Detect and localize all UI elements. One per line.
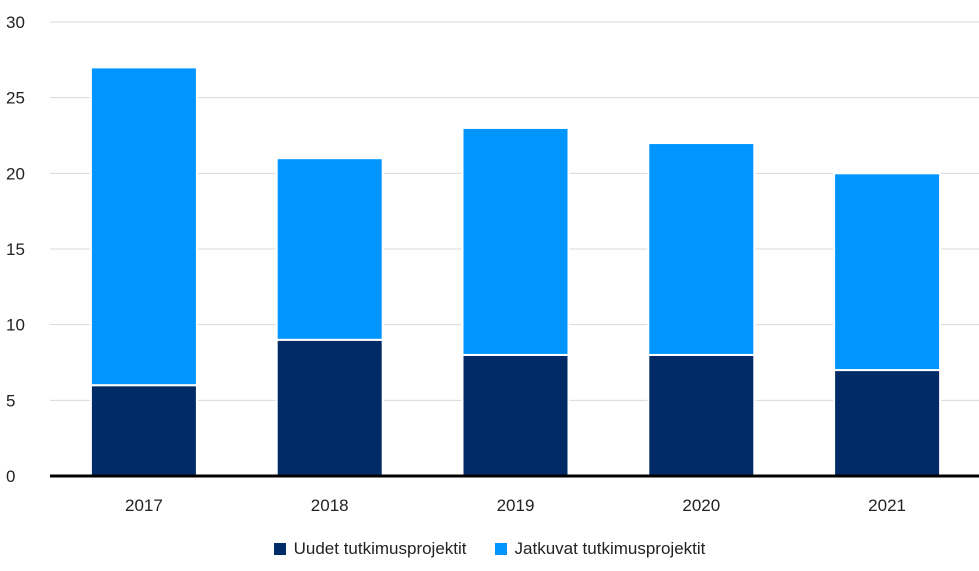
x-tick-label: 2020 — [682, 496, 720, 515]
bar-segment-uudet-2017 — [89, 384, 198, 478]
legend-item-jatkuvat: Jatkuvat tutkimusprojektit — [494, 539, 706, 559]
y-tick-label: 0 — [6, 467, 15, 486]
y-tick-label: 15 — [6, 240, 25, 259]
bar-segment-jatkuvat-2020 — [647, 142, 756, 356]
legend-label-uudet: Uudet tutkimusprojektit — [293, 539, 467, 558]
y-tick-label: 10 — [6, 316, 25, 335]
bar-segment-jatkuvat-2021 — [833, 172, 942, 372]
bar-segment-jatkuvat-2018 — [275, 157, 384, 341]
y-axis-ticks: 0 5 10 15 20 25 30 — [6, 13, 25, 486]
x-tick-label: 2017 — [125, 496, 163, 515]
bar-segment-jatkuvat-2019 — [461, 126, 570, 356]
legend-swatch-jatkuvat — [494, 543, 507, 555]
bar-segment-uudet-2019 — [461, 353, 570, 477]
y-tick-label: 5 — [6, 391, 15, 410]
x-tick-label: 2018 — [311, 496, 349, 515]
y-tick-label: 20 — [6, 164, 25, 183]
bar-segment-uudet-2021 — [833, 369, 942, 478]
x-tick-label: 2021 — [868, 496, 906, 515]
legend: Uudet tutkimusprojektit Jatkuvat tutkimu… — [0, 539, 979, 559]
legend-label-jatkuvat: Jatkuvat tutkimusprojektit — [514, 539, 706, 558]
x-axis-ticks: 2017 2018 2019 2020 2021 — [125, 496, 906, 515]
legend-swatch-uudet — [273, 543, 286, 555]
legend-item-uudet: Uudet tutkimusprojektit — [273, 539, 467, 559]
x-tick-label: 2019 — [497, 496, 535, 515]
y-tick-label: 25 — [6, 89, 25, 108]
y-tick-label: 30 — [6, 13, 25, 32]
bar-segment-uudet-2020 — [647, 353, 756, 477]
bar-segment-jatkuvat-2017 — [89, 66, 198, 387]
bar-segment-uudet-2018 — [275, 338, 384, 477]
bars — [89, 66, 942, 478]
